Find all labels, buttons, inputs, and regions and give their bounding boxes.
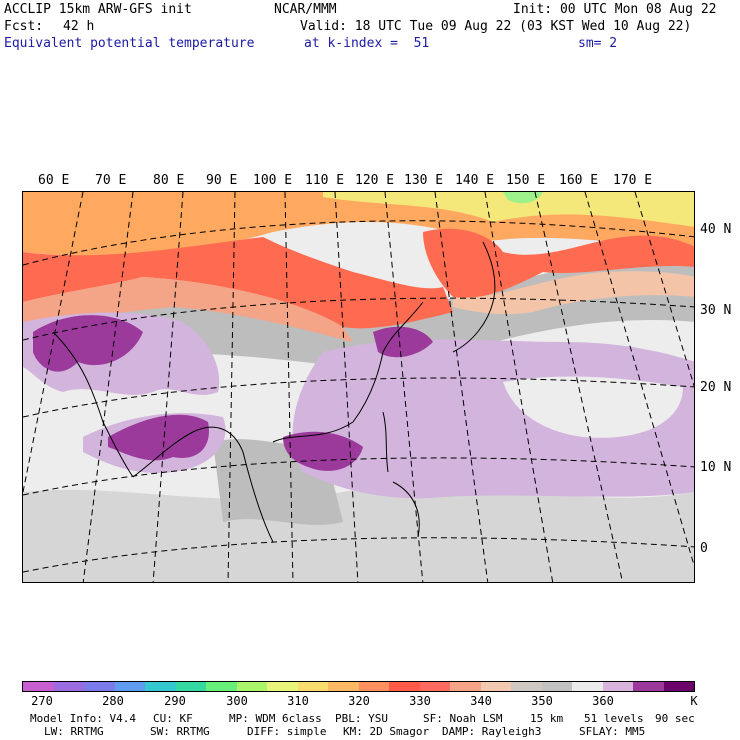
smoothing-value: sm= 2: [578, 36, 618, 51]
lat-label-30n: 30 N: [700, 303, 732, 318]
lon-label-60e: 60 E: [38, 173, 70, 188]
model-title: ACCLIP 15km ARW-GFS init: [4, 2, 192, 17]
colorbar-tick: 290: [164, 694, 186, 708]
peach-band: [453, 271, 694, 315]
red-region-east: [423, 228, 694, 298]
footer-diff: DIFF: simple: [247, 725, 327, 738]
colorbar-swatch: [541, 682, 572, 691]
green-region: [503, 192, 543, 204]
colorbar-swatch: [358, 682, 389, 691]
level-index: at k-index = 51: [304, 36, 430, 51]
colorbar-swatch: [602, 682, 633, 691]
colorbar-swatch: [53, 682, 84, 691]
theta-e-map: [22, 191, 695, 583]
lon-label-140e: 140 E: [455, 173, 495, 188]
colorbar-swatch: [84, 682, 115, 691]
colorbar-tick: 280: [102, 694, 124, 708]
lon-label-150e: 150 E: [506, 173, 546, 188]
lat-label-0: 0: [700, 541, 708, 556]
field-name: Equivalent potential temperature: [4, 36, 255, 51]
footer-levels: 51 levels: [584, 712, 644, 725]
map-canvas: [23, 192, 694, 582]
colorbar-swatch: [236, 682, 267, 691]
colorbar-unit: K: [690, 694, 698, 708]
lon-label-70e: 70 E: [95, 173, 127, 188]
footer-lw: LW: RRTMG: [44, 725, 104, 738]
lon-label-170e: 170 E: [613, 173, 653, 188]
colorbar-swatch: [297, 682, 328, 691]
colorbar-tick: 340: [470, 694, 492, 708]
footer-km: KM: 2D Smagor: [343, 725, 430, 738]
lat-label-40n: 40 N: [700, 222, 732, 237]
colorbar-swatch: [175, 682, 206, 691]
purple-region-bay: [108, 414, 209, 461]
white-region-pacific: [503, 376, 683, 438]
colorbar-tick: 330: [409, 694, 431, 708]
red-region-west: [23, 237, 453, 329]
footer-model-info: Model Info: V4.4: [30, 712, 136, 725]
footer-sw: SW: RRTMG: [150, 725, 210, 738]
purple-region-east-china: [373, 326, 433, 358]
colorbar-swatch: [328, 682, 359, 691]
colorbar-swatch: [450, 682, 481, 691]
purple-region-india: [33, 315, 143, 372]
salmon-band: [23, 277, 353, 342]
lat-label-20n: 20 N: [700, 380, 732, 395]
lon-label-100e: 100 E: [253, 173, 293, 188]
gray-region-south: [23, 486, 694, 582]
colorbar-swatch: [114, 682, 145, 691]
lat-lon-grid: [23, 192, 694, 582]
forecast-label: Fcst:: [4, 19, 44, 34]
colorbar-swatch: [23, 682, 54, 691]
colorbar-tick: 300: [226, 694, 248, 708]
colorbar: [22, 681, 695, 692]
colorbar-swatch: [663, 682, 694, 691]
lon-label-90e: 90 E: [206, 173, 238, 188]
colorbar-tick: 320: [348, 694, 370, 708]
forecast-hour: 42 h: [63, 19, 95, 34]
lon-label-110e: 110 E: [305, 173, 345, 188]
colorbar-tick: 270: [31, 694, 53, 708]
colorbar-swatch: [145, 682, 176, 691]
colorbar-swatch: [419, 682, 450, 691]
yellow-region: [323, 192, 694, 227]
footer-cu: CU: KF: [153, 712, 193, 725]
lon-label-160e: 160 E: [559, 173, 599, 188]
colorbar-swatch: [480, 682, 511, 691]
footer-timestep: 90 sec: [655, 712, 695, 725]
lon-label-120e: 120 E: [355, 173, 395, 188]
colorbar-tick: 350: [531, 694, 553, 708]
footer-sf: SF: Noah LSM: [423, 712, 503, 725]
colorbar-swatch: [206, 682, 237, 691]
init-time: Init: 00 UTC Mon 08 Aug 22: [513, 2, 717, 17]
footer-damp: DAMP: Rayleigh3: [442, 725, 542, 738]
colorbar-tick: 360: [592, 694, 614, 708]
colorbar-swatch: [267, 682, 298, 691]
footer-resolution: 15 km: [530, 712, 564, 725]
colorbar-swatch: [572, 682, 603, 691]
colorbar-swatch: [511, 682, 542, 691]
footer-mp: MP: WDM 6class: [229, 712, 322, 725]
colorbar-swatch: [633, 682, 664, 691]
colorbar-swatch: [389, 682, 420, 691]
lat-label-10n: 10 N: [700, 460, 732, 475]
colorbar-tick: 310: [287, 694, 309, 708]
valid-time: Valid: 18 UTC Tue 09 Aug 22 (03 KST Wed …: [300, 19, 692, 34]
footer-pbl: PBL: YSU: [335, 712, 388, 725]
org-label: NCAR/MMM: [274, 2, 337, 17]
lon-label-130e: 130 E: [404, 173, 444, 188]
footer-sflay: SFLAY: MM5: [579, 725, 646, 738]
lon-label-80e: 80 E: [153, 173, 185, 188]
coastlines: [52, 241, 496, 543]
